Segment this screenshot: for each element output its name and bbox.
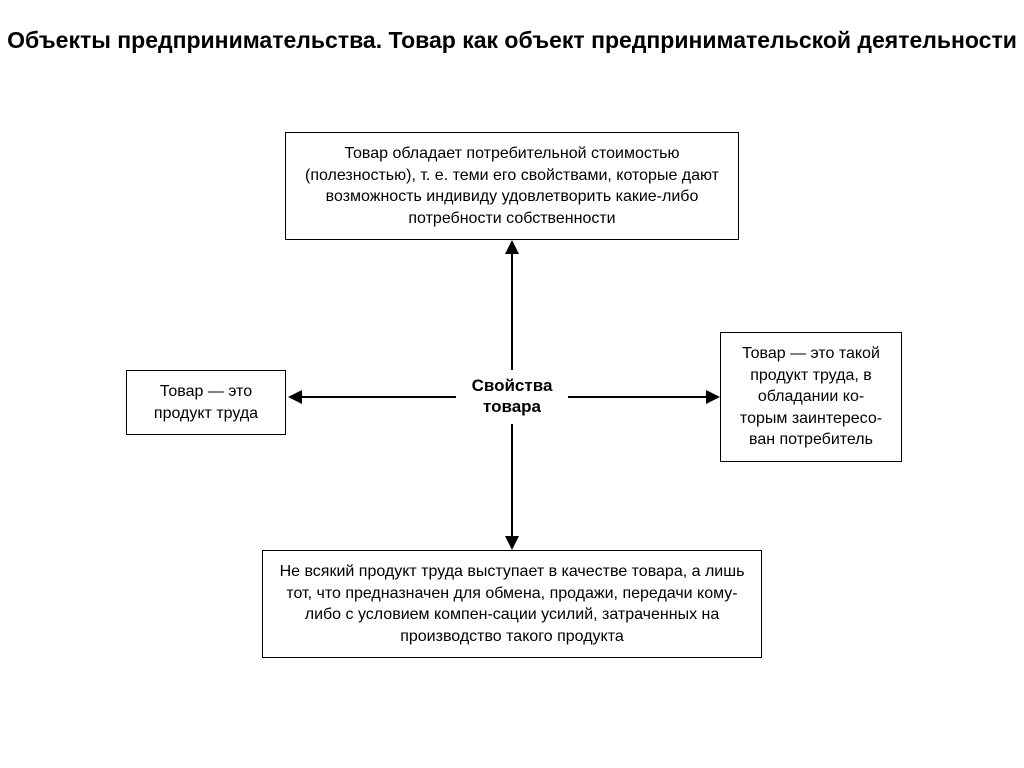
arrow-left-head [288, 390, 302, 404]
arrow-right-head [706, 390, 720, 404]
arrow-right-line [568, 396, 708, 398]
right-box: Товар — это такой продукт труда, в облад… [720, 332, 902, 462]
bottom-box: Не всякий продукт труда выступает в каче… [262, 550, 762, 658]
arrow-left-line [300, 396, 456, 398]
top-box: Товар обладает потребительной стоимостью… [285, 132, 739, 240]
center-label: Свойства товара [462, 375, 562, 418]
arrow-up-line [511, 252, 513, 370]
arrow-down-head [505, 536, 519, 550]
page-title: Объекты предпринимательства. Товар как о… [0, 26, 1024, 56]
arrow-up-head [505, 240, 519, 254]
arrow-down-line [511, 424, 513, 538]
left-box: Товар — это продукт труда [126, 370, 286, 435]
